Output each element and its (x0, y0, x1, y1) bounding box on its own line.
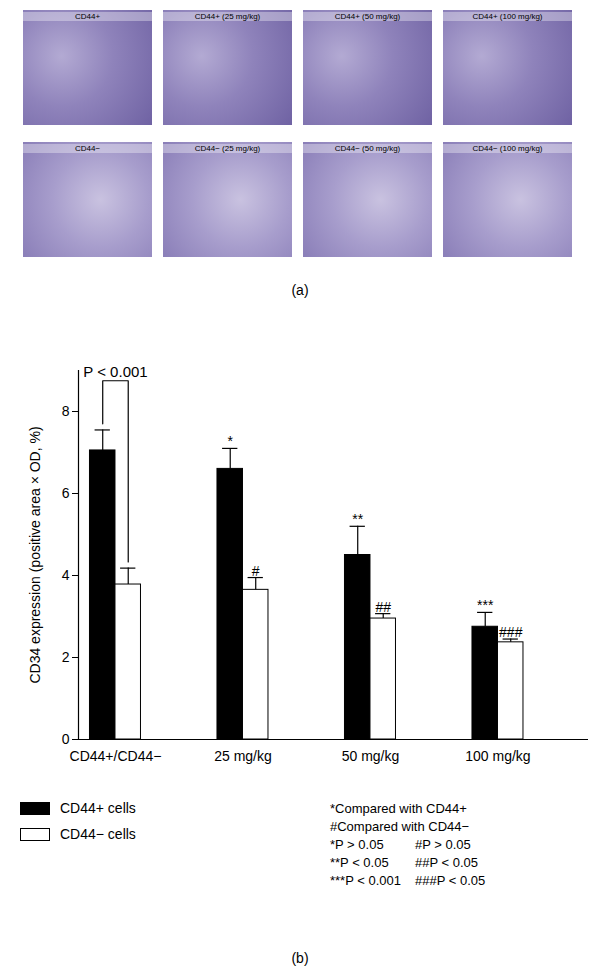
html-text:#Compared with CD44−: #Compared with CD44− (330, 819, 470, 834)
svg-text:CD44+/CD44−: CD44+/CD44− (70, 748, 162, 764)
html-text:**P < 0.05: **P < 0.05 (330, 855, 389, 870)
svg-text:CD34 expression (positive area: CD34 expression (positive area × OD, %) (27, 426, 43, 683)
html-text:*P > 0.05: *P > 0.05 (330, 837, 384, 852)
svg-text:50 mg/kg: 50 mg/kg (342, 748, 400, 764)
html-text:CD44− (100 mg/kg): CD44− (100 mg/kg) (472, 144, 543, 153)
svg-text:100 mg/kg: 100 mg/kg (465, 748, 530, 764)
html-text:*Compared with CD44+: *Compared with CD44+ (330, 801, 467, 816)
svg-text:P < 0.001: P < 0.001 (83, 363, 147, 380)
html-text:##P < 0.05: ##P < 0.05 (415, 855, 478, 870)
svg-text:*: * (227, 433, 233, 449)
svg-text:6: 6 (62, 485, 70, 501)
svg-text:***: *** (477, 597, 494, 613)
html-text:CD44+ (50 mg/kg): CD44+ (50 mg/kg) (334, 12, 401, 21)
html-text:CD44+ cells: CD44+ cells (60, 800, 136, 816)
html-text:CD44− (50 mg/kg): CD44− (50 mg/kg) (334, 144, 401, 153)
html-text:(a): (a) (291, 282, 309, 298)
svg-text:#: # (252, 563, 260, 579)
svg-text:0: 0 (62, 731, 70, 747)
svg-text:##: ## (375, 599, 391, 615)
svg-text:4: 4 (62, 567, 70, 583)
html-text:###P < 0.05: ###P < 0.05 (415, 873, 486, 888)
html-text:(b): (b) (291, 950, 309, 966)
html-text:#P > 0.05: #P > 0.05 (415, 837, 471, 852)
html-text:CD44+ (100 mg/kg): CD44+ (100 mg/kg) (472, 12, 543, 21)
html-text:CD44+ (25 mg/kg): CD44+ (25 mg/kg) (194, 12, 261, 21)
svg-text:25 mg/kg: 25 mg/kg (214, 748, 272, 764)
html-text:CD44− (25 mg/kg): CD44− (25 mg/kg) (194, 144, 261, 153)
svg-text:**: ** (352, 511, 363, 527)
html-text:CD44+: CD44+ (74, 12, 101, 21)
svg-text:8: 8 (62, 403, 70, 419)
html-text:CD44− cells: CD44− cells (60, 826, 136, 842)
svg-text:2: 2 (62, 649, 70, 665)
html-text:CD44−: CD44− (74, 144, 101, 153)
svg-text:###: ### (499, 624, 523, 640)
html-text:***P < 0.001: ***P < 0.001 (330, 873, 401, 888)
